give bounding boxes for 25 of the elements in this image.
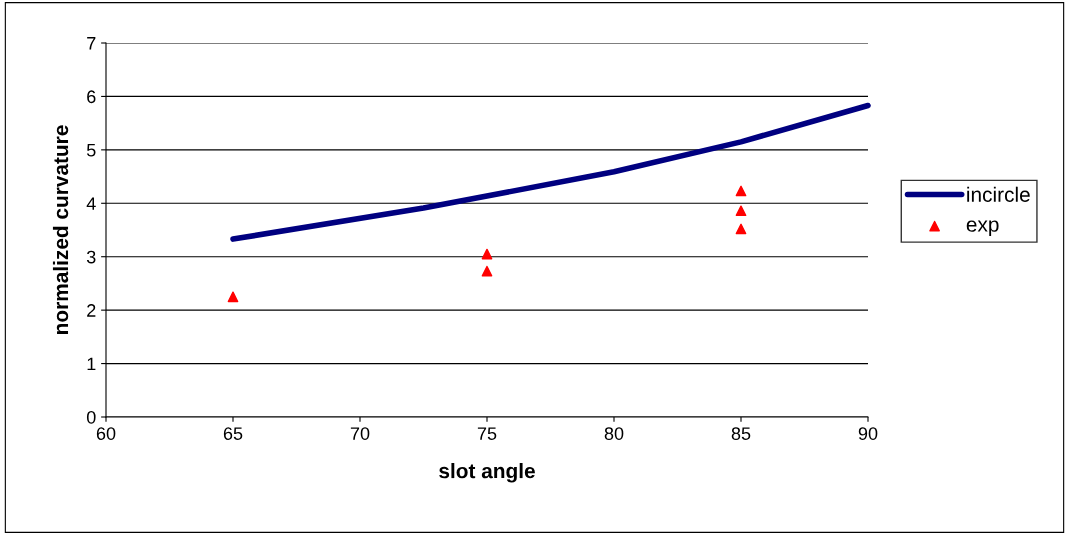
y-tick-label: 4 bbox=[86, 197, 96, 210]
y-tick-label: 5 bbox=[86, 143, 96, 157]
y-tick-label: 7 bbox=[87, 37, 96, 50]
point bbox=[481, 265, 493, 277]
x-tick-label: 90 bbox=[858, 427, 878, 440]
point bbox=[735, 185, 747, 197]
point bbox=[227, 291, 239, 303]
y-axis-title: normalized curvature bbox=[52, 125, 69, 334]
legend-label: incircle bbox=[967, 186, 1030, 202]
y-tick-label: 2 bbox=[87, 304, 96, 317]
y-tick-label: 1 bbox=[87, 357, 96, 371]
y-tick-label: 6 bbox=[87, 90, 96, 104]
point bbox=[735, 223, 747, 235]
x-tick-label: 75 bbox=[477, 427, 497, 440]
legend-label: exp bbox=[966, 220, 999, 236]
y-tick-label: 0 bbox=[86, 410, 96, 424]
y-tick-label: 3 bbox=[86, 250, 96, 264]
x-tick-label: 85 bbox=[731, 427, 751, 440]
x-tick-label: 65 bbox=[223, 427, 243, 440]
x-axis-title: slot angle bbox=[439, 463, 535, 483]
x-tick-label: 80 bbox=[604, 427, 624, 440]
x-tick-label: 60 bbox=[96, 427, 116, 440]
point bbox=[481, 248, 493, 260]
point bbox=[735, 205, 747, 217]
x-tick-label: 70 bbox=[350, 427, 370, 440]
